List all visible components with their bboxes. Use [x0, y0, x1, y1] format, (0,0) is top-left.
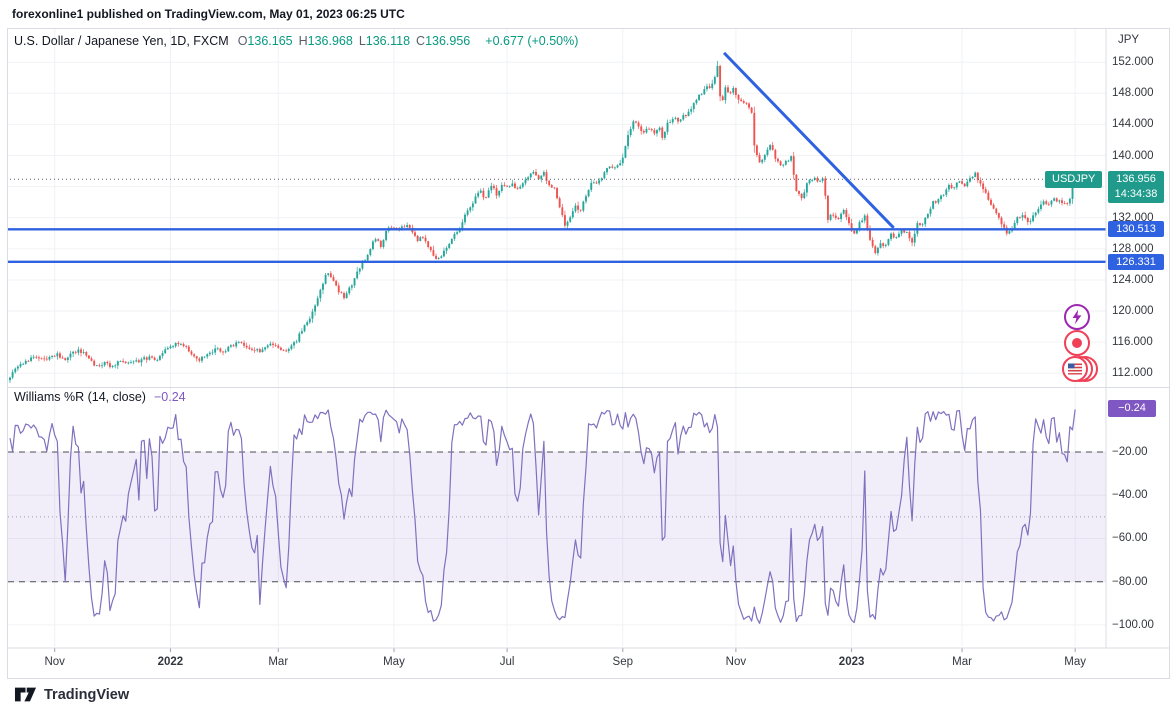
indicator-axis-tick: −100.00: [1112, 618, 1154, 631]
ohlc-item: C136.956: [416, 34, 470, 48]
change-value: +0.677 (+0.50%): [485, 34, 579, 48]
ohlc-values: O136.165 H136.968 L136.118 C136.956: [238, 34, 477, 48]
ohlc-number: 136.165: [247, 34, 293, 48]
ohlc-number: 136.968: [307, 34, 353, 48]
symbol-title[interactable]: U.S. Dollar / Japanese Yen, 1D, FXCM: [14, 34, 229, 48]
time-axis-label: Sep: [612, 656, 634, 668]
ohlc-item: O136.165: [238, 34, 293, 48]
price-axis-tick: 140.000: [1112, 149, 1154, 162]
support-line-badge-1: 130.513: [1108, 221, 1164, 237]
us-flag-events-icon[interactable]: [1062, 356, 1102, 382]
symbol-price-label-badge: USDJPY: [1045, 171, 1103, 188]
price-axis-tick: 124.000: [1112, 273, 1154, 286]
indicator-title[interactable]: Williams %R (14, close): [14, 390, 146, 404]
time-axis-label: Nov: [44, 656, 65, 668]
event-icons: [1062, 304, 1102, 384]
current-price-value: 136.956: [1116, 173, 1156, 185]
indicator-legend: Williams %R (14, close) −0.24: [14, 390, 186, 404]
ohlc-letter: H: [298, 34, 308, 48]
time-axis-label: 2023: [838, 656, 865, 668]
indicator-axis-tick: −40.00: [1112, 489, 1148, 502]
ohlc-number: 136.118: [365, 34, 411, 48]
price-axis-tick: 112.000: [1112, 367, 1153, 380]
time-axis-label: May: [1064, 656, 1086, 668]
price-axis-currency-label: JPY: [1118, 34, 1140, 46]
ohlc-number: 136.956: [425, 34, 471, 48]
price-axis-tick: 152.000: [1112, 56, 1154, 69]
price-axis-tick: 132.000: [1112, 211, 1154, 224]
indicator-axis-tick: −20.00: [1112, 446, 1148, 459]
indicator-value: −0.24: [153, 390, 186, 404]
flash-event-icon[interactable]: [1064, 304, 1090, 330]
tradingview-logo-icon: [14, 687, 37, 702]
indicator-axis-tick: −60.00: [1112, 532, 1148, 545]
us-flag-icon: [1062, 356, 1088, 382]
ohlc-letter: O: [237, 34, 248, 48]
time-axis-label: Mar: [952, 656, 972, 668]
symbol-legend: U.S. Dollar / Japanese Yen, 1D, FXCM O13…: [14, 34, 578, 48]
price-axis-tick: 116.000: [1112, 336, 1153, 349]
time-axis-label: Nov: [725, 656, 747, 668]
record-dot: [1072, 338, 1082, 348]
price-axis-tick: 144.000: [1112, 118, 1154, 131]
chart-frame: [7, 28, 1170, 679]
ohlc-letter: L: [358, 34, 366, 48]
ohlc-item: H136.968: [299, 34, 353, 48]
footer-brand[interactable]: TradingView: [14, 686, 129, 703]
price-axis-tick: 120.000: [1112, 305, 1154, 318]
time-axis-label: Mar: [268, 656, 289, 668]
current-price-badge: 136.956 14:34:38: [1108, 171, 1164, 203]
indicator-axis-tick: −80.00: [1112, 575, 1148, 588]
countdown-timer: 14:34:38: [1114, 188, 1158, 200]
price-axis-tick: 148.000: [1112, 87, 1154, 100]
tradingview-brand-text: TradingView: [44, 686, 130, 703]
attribution-text: forexonline1 published on TradingView.co…: [12, 7, 405, 21]
williams-r-value-badge: −0.24: [1108, 400, 1156, 417]
price-axis-tick: 128.000: [1112, 242, 1154, 255]
time-axis-label: May: [383, 656, 405, 668]
time-axis-label: 2022: [157, 656, 184, 668]
time-axis-label: Jul: [499, 656, 515, 668]
ohlc-item: L136.118: [359, 34, 410, 48]
support-line-badge-2: 126.331: [1108, 254, 1164, 270]
record-event-icon[interactable]: [1064, 330, 1090, 356]
ohlc-letter: C: [416, 34, 426, 48]
